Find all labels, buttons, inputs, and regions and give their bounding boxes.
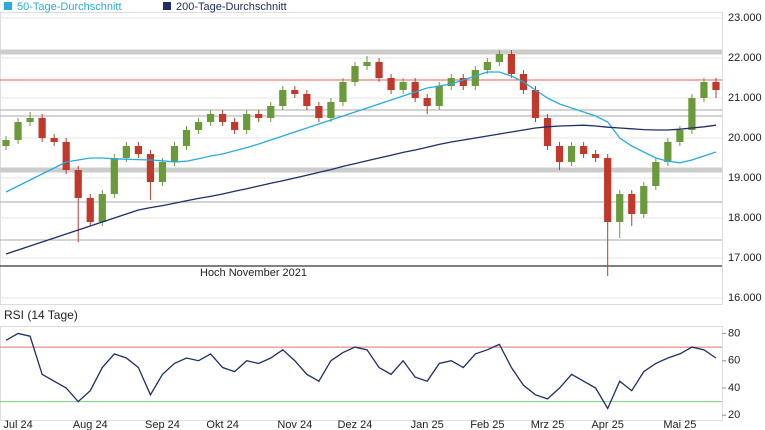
y-tick-label: 19.000 bbox=[728, 172, 762, 184]
legend-label: 50-Tage-Durchschnitt bbox=[17, 1, 122, 13]
x-tick-label: Okt 24 bbox=[206, 419, 238, 430]
candle-body bbox=[495, 54, 503, 62]
candle-body bbox=[592, 154, 600, 158]
candle-body bbox=[640, 186, 648, 214]
candle-body bbox=[616, 194, 624, 222]
y-tick-label: 22.000 bbox=[728, 52, 762, 64]
candle-body bbox=[26, 118, 34, 122]
candle-body bbox=[134, 146, 142, 154]
candle-body bbox=[531, 90, 540, 118]
candle-body bbox=[255, 114, 263, 118]
candle-body bbox=[483, 62, 491, 70]
x-tick-label: Apr 25 bbox=[591, 419, 623, 430]
rsi-title: RSI (14 Tage) bbox=[4, 308, 78, 322]
candle-body bbox=[98, 194, 106, 222]
candle-body bbox=[664, 142, 672, 162]
candle-body bbox=[267, 106, 275, 118]
rsi-line bbox=[5, 332, 717, 410]
candle-body bbox=[206, 114, 215, 122]
candle-body bbox=[604, 158, 612, 222]
candle-body bbox=[74, 170, 82, 198]
candle-body bbox=[375, 62, 383, 78]
y-tick-label: 23.000 bbox=[728, 12, 762, 24]
y-tick-label: 21.000 bbox=[728, 92, 762, 104]
candle-body bbox=[327, 102, 335, 118]
candle-body bbox=[182, 130, 191, 146]
legend-label: 200-Tage-Durchschnitt bbox=[176, 1, 287, 13]
candle-body bbox=[194, 122, 203, 130]
ma-line bbox=[5, 124, 717, 255]
x-tick-label: Sep 24 bbox=[145, 419, 180, 430]
rsi-tick-label: 80 bbox=[728, 327, 740, 339]
candle-body bbox=[676, 130, 684, 142]
ma-line bbox=[5, 71, 717, 193]
candle-body bbox=[279, 90, 287, 106]
candle-body bbox=[38, 118, 46, 138]
candle-body bbox=[62, 142, 70, 170]
candle-body bbox=[447, 78, 455, 86]
legend-swatch bbox=[4, 2, 12, 10]
candle-body bbox=[543, 118, 552, 146]
candle-body bbox=[231, 122, 239, 130]
candle-body bbox=[303, 94, 311, 106]
y-tick-label: 20.000 bbox=[728, 132, 762, 144]
y-tick-label: 16.000 bbox=[728, 292, 762, 304]
rsi-tick-label: 40 bbox=[728, 382, 740, 394]
rsi-tick-label: 60 bbox=[728, 355, 740, 367]
x-tick-label: Jan 25 bbox=[411, 419, 444, 430]
candle-body bbox=[580, 146, 588, 154]
x-tick-label: Jul 24 bbox=[3, 419, 32, 430]
candle-body bbox=[628, 194, 636, 214]
candle-body bbox=[14, 122, 22, 140]
candle-body bbox=[712, 82, 720, 90]
x-tick-label: Feb 25 bbox=[470, 419, 504, 430]
candle-body bbox=[652, 162, 660, 186]
candle-body bbox=[219, 114, 227, 122]
candle-body bbox=[351, 66, 359, 82]
candle-body bbox=[567, 146, 576, 162]
candle-body bbox=[86, 198, 94, 222]
candle-body bbox=[507, 54, 516, 74]
candle-body bbox=[471, 70, 479, 86]
candle-body bbox=[700, 82, 708, 98]
candle-body bbox=[122, 146, 130, 158]
candle-body bbox=[110, 158, 118, 194]
y-tick-label: 18.000 bbox=[728, 212, 762, 224]
candle-body bbox=[158, 162, 167, 182]
candle-body bbox=[146, 154, 155, 182]
candle-body bbox=[291, 90, 299, 94]
x-tick-label: Mrz 25 bbox=[531, 419, 565, 430]
candle-body bbox=[315, 106, 323, 118]
level-label: Hoch November 2021 bbox=[200, 267, 307, 279]
candle-body bbox=[688, 98, 696, 130]
candle-body bbox=[170, 146, 179, 162]
candle-body bbox=[387, 78, 395, 90]
candle-body bbox=[339, 82, 347, 102]
x-tick-label: Aug 24 bbox=[73, 419, 108, 430]
candle-body bbox=[243, 114, 251, 130]
rsi-tick-label: 20 bbox=[728, 409, 740, 421]
candle-body bbox=[363, 62, 371, 66]
legend-swatch bbox=[163, 2, 171, 10]
candle-body bbox=[399, 82, 407, 90]
candle-body bbox=[50, 138, 58, 142]
candle-body bbox=[459, 78, 467, 86]
candle-body bbox=[2, 140, 10, 146]
candle-body bbox=[423, 98, 431, 106]
x-tick-label: Mai 25 bbox=[663, 419, 696, 430]
candle-body bbox=[555, 146, 564, 162]
candle-body bbox=[435, 86, 443, 106]
candle-body bbox=[411, 82, 419, 98]
rsi-panel bbox=[0, 326, 723, 421]
y-tick-label: 17.000 bbox=[728, 252, 762, 264]
x-tick-label: Dez 24 bbox=[338, 419, 373, 430]
x-tick-label: Nov 24 bbox=[277, 419, 312, 430]
